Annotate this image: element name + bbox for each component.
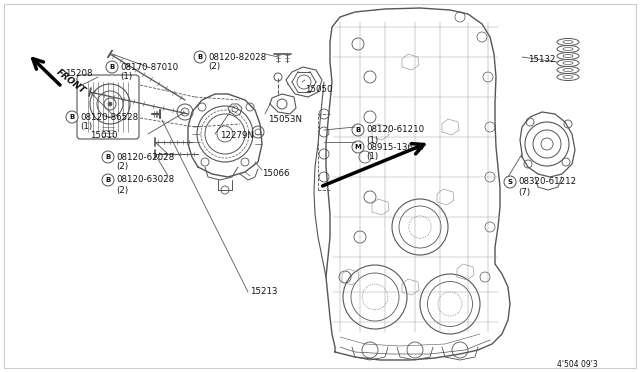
Text: 15132: 15132: [528, 55, 556, 64]
Text: B: B: [106, 154, 111, 160]
Circle shape: [108, 102, 112, 106]
Circle shape: [352, 141, 364, 153]
Text: 08915-13610: 08915-13610: [366, 142, 424, 151]
Ellipse shape: [563, 61, 573, 64]
Ellipse shape: [563, 68, 573, 71]
Circle shape: [504, 176, 516, 188]
Text: 4'504 09'3: 4'504 09'3: [557, 360, 598, 369]
Text: 15213: 15213: [250, 288, 278, 296]
Circle shape: [194, 51, 206, 63]
Text: (2): (2): [116, 186, 128, 195]
Text: B: B: [355, 127, 360, 133]
Text: 15050: 15050: [305, 86, 333, 94]
Circle shape: [106, 61, 118, 73]
Ellipse shape: [557, 67, 579, 74]
Circle shape: [352, 124, 364, 136]
Circle shape: [66, 111, 78, 123]
Text: FRONT: FRONT: [55, 68, 88, 96]
Ellipse shape: [557, 45, 579, 52]
Circle shape: [102, 174, 114, 186]
Ellipse shape: [557, 74, 579, 80]
Text: S: S: [508, 179, 513, 185]
Ellipse shape: [557, 60, 579, 67]
Circle shape: [102, 151, 114, 163]
Circle shape: [90, 84, 130, 124]
Text: 08120-86528: 08120-86528: [80, 112, 138, 122]
Text: 15053N: 15053N: [268, 115, 302, 125]
Text: (2): (2): [116, 163, 128, 171]
Text: B: B: [109, 64, 115, 70]
Text: 15010: 15010: [90, 131, 118, 141]
Text: 12279N: 12279N: [220, 131, 254, 141]
Text: (1): (1): [80, 122, 92, 131]
Ellipse shape: [563, 76, 573, 78]
Text: (1): (1): [366, 135, 378, 144]
Text: 08320-61212: 08320-61212: [518, 177, 576, 186]
Text: B: B: [197, 54, 203, 60]
Text: 08120-82028: 08120-82028: [208, 52, 266, 61]
Text: 08120-63028: 08120-63028: [116, 176, 174, 185]
Text: 08170-87010: 08170-87010: [120, 62, 178, 71]
Text: 08120-62028: 08120-62028: [116, 153, 174, 161]
Ellipse shape: [563, 41, 573, 44]
Text: B: B: [106, 177, 111, 183]
Text: (1): (1): [120, 73, 132, 81]
Ellipse shape: [563, 55, 573, 58]
Text: (1): (1): [366, 153, 378, 161]
Ellipse shape: [563, 48, 573, 51]
Text: (2): (2): [208, 62, 220, 71]
Text: M: M: [355, 144, 362, 150]
Text: (7): (7): [518, 187, 530, 196]
Ellipse shape: [557, 38, 579, 45]
Text: 08120-61210: 08120-61210: [366, 125, 424, 135]
FancyBboxPatch shape: [77, 75, 139, 139]
Text: 15066: 15066: [262, 170, 289, 179]
Text: B: B: [69, 114, 75, 120]
Ellipse shape: [557, 52, 579, 60]
Text: 15208: 15208: [65, 70, 93, 78]
